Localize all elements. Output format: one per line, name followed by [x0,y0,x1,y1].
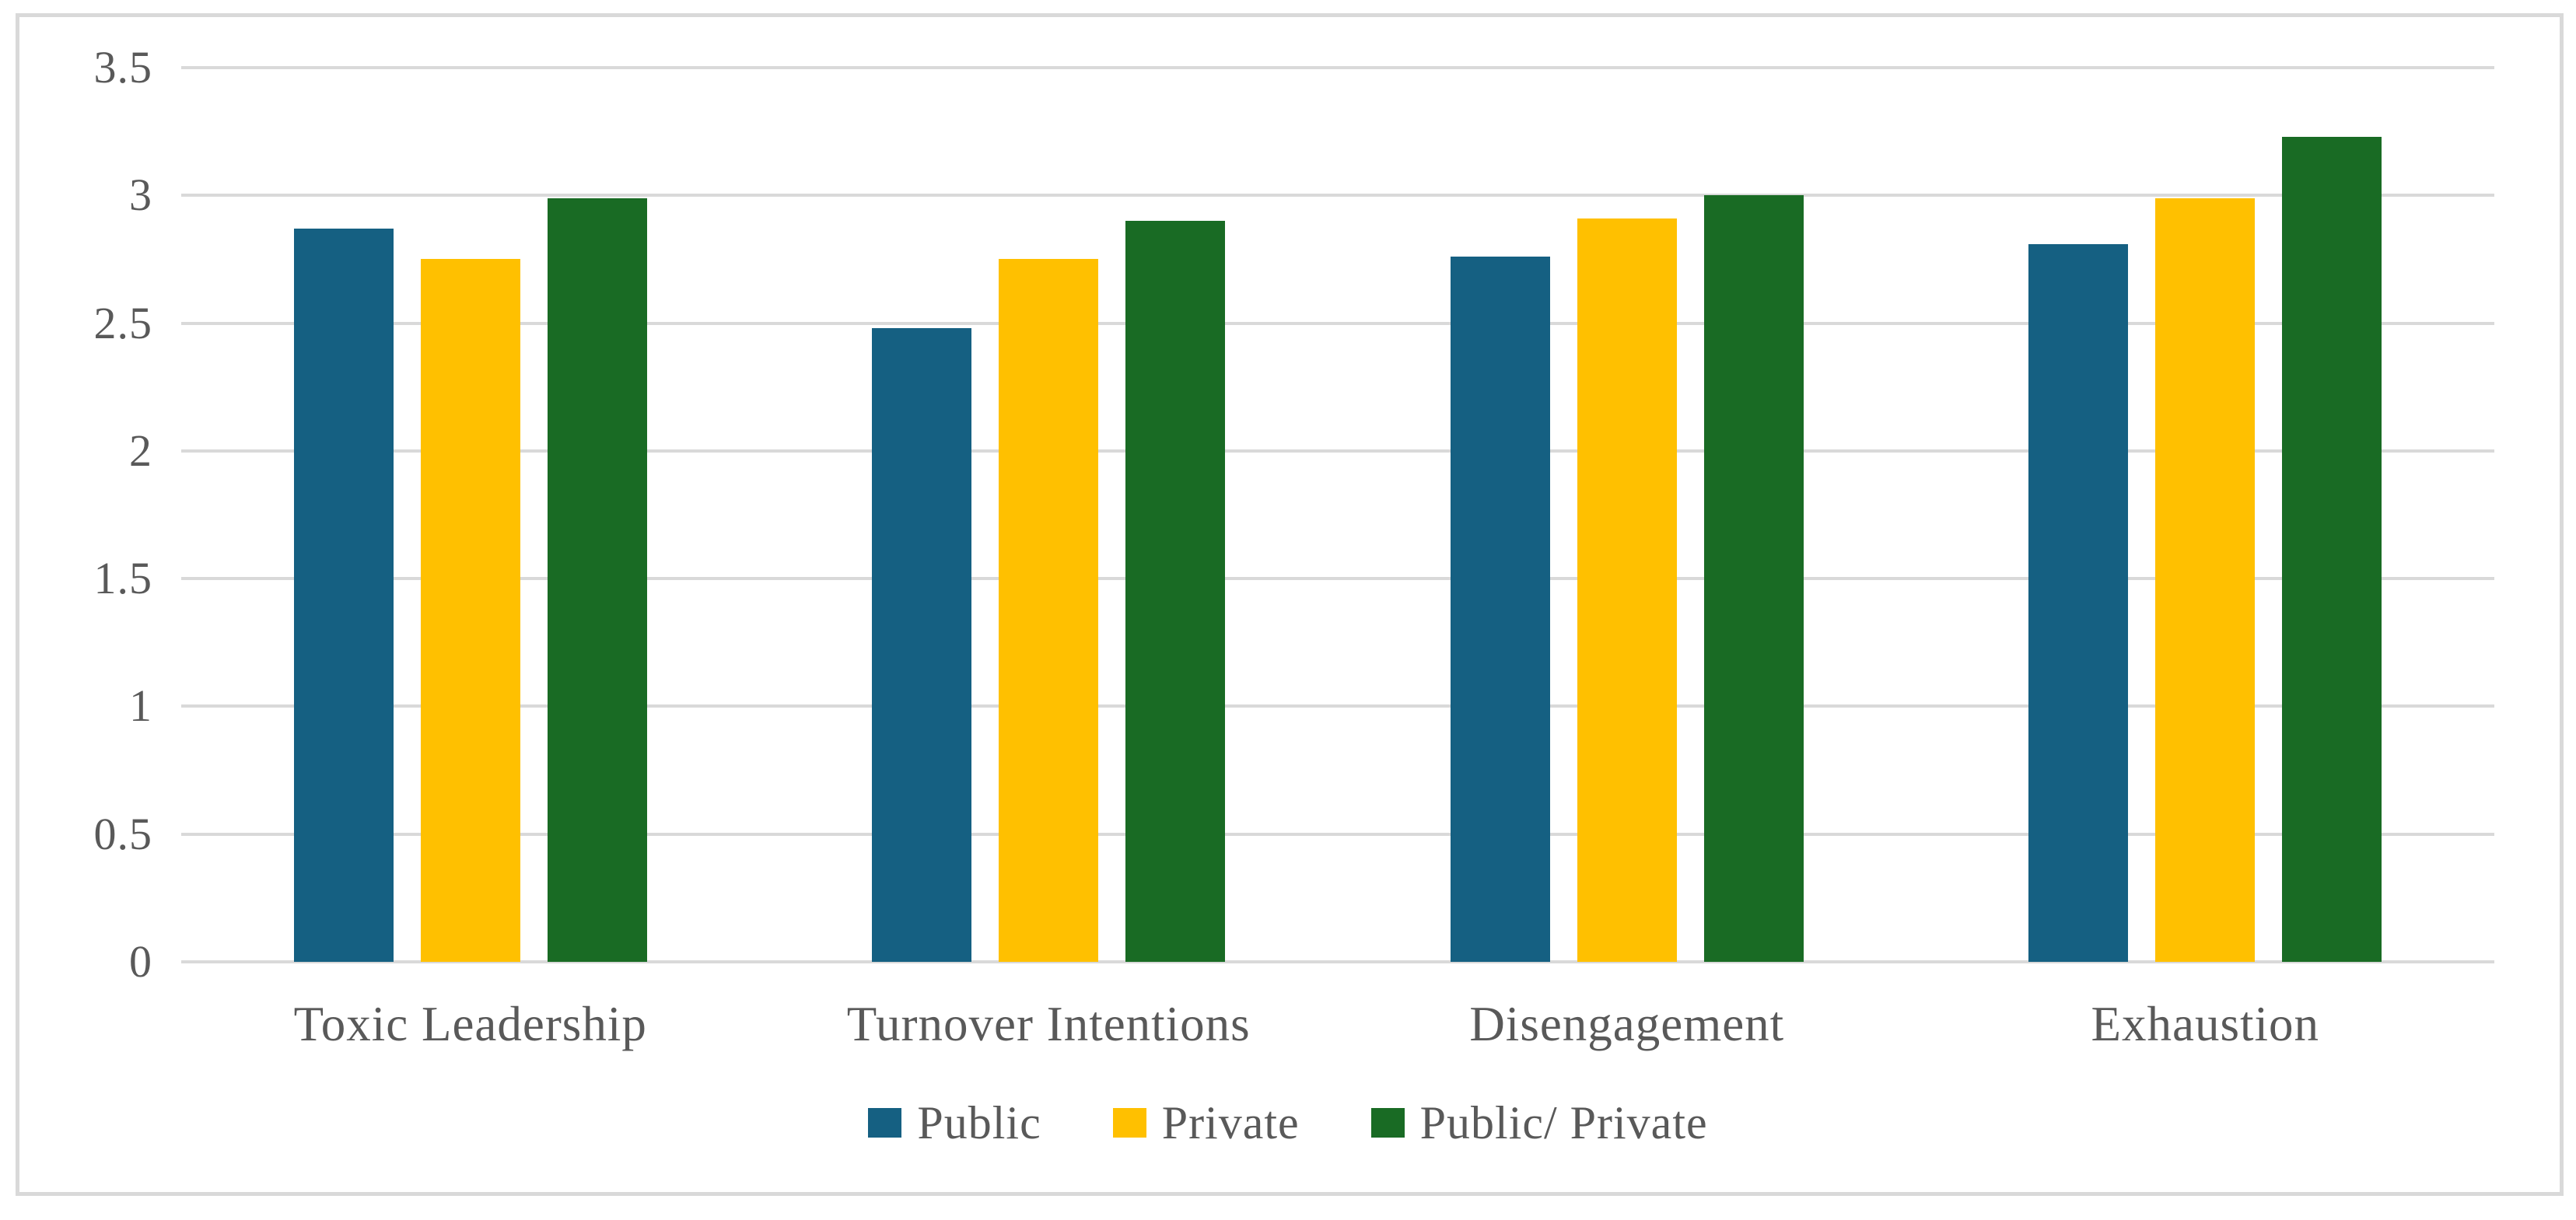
gridline-y-1 [181,704,2494,708]
y-tick-label-3.5: 3.5 [93,42,152,93]
y-tick-label-0.5: 0.5 [93,808,152,859]
legend-marker-icon [1370,1108,1405,1138]
y-tick-label-1.5: 1.5 [93,553,152,604]
bar-public-private-disengagement [1703,195,1804,962]
legend-marker-icon [1112,1108,1146,1138]
bar-private-disengagement [1577,218,1677,962]
legend-marker-icon [868,1108,902,1138]
category-label-exhaustion: Exhaustion [2091,997,2319,1051]
y-tick-label-2.5: 2.5 [93,297,152,348]
gridline-y-1.5 [181,577,2494,581]
bar-public-private-toxic-leadership [547,198,647,962]
gridline-y-2 [181,449,2494,453]
bar-group-exhaustion [2028,136,2382,962]
bar-private-turnover-intentions [999,259,1099,962]
bar-public-disengagement [1450,257,1550,962]
legend-label: Public/ Private [1419,1097,1708,1148]
chart-legend: Public Private Public/ Private [0,1098,2576,1148]
plot-area [181,66,2494,963]
category-label-turnover-intentions: Turnover Intentions [846,997,1251,1051]
legend-item-private: Private [1112,1097,1300,1148]
legend-item-public: Public [868,1098,1041,1148]
bar-public-private-exhaustion [2282,136,2382,962]
bar-public-toxic-leadership [293,229,394,962]
category-label-disengagement: Disengagement [1469,997,1785,1051]
gridline-y-3.5 [181,66,2494,69]
gridline-y-0 [181,960,2494,963]
gridline-y-3 [181,194,2494,198]
category-label-toxic-leadership: Toxic Leadership [293,997,647,1051]
y-tick-label-3: 3 [129,170,152,221]
bar-public-private-turnover-intentions [1125,221,1226,962]
bar-group-disengagement [1450,195,1804,962]
bar-private-exhaustion [2155,198,2256,962]
legend-item-public-private: Public/ Private [1370,1097,1708,1148]
legend-label: Private [1161,1097,1300,1148]
y-tick-label-2: 2 [129,425,152,476]
y-tick-label-0: 0 [129,936,152,987]
bar-private-toxic-leadership [420,259,520,962]
bar-group-toxic-leadership [293,198,647,962]
bar-public-exhaustion [2028,243,2129,962]
gridline-y-0.5 [181,832,2494,836]
legend-label: Public [917,1097,1041,1148]
bar-group-turnover-intentions [872,221,1226,962]
y-tick-label-1: 1 [129,680,152,732]
gridline-y-2.5 [181,321,2494,325]
bar-public-turnover-intentions [872,328,972,962]
